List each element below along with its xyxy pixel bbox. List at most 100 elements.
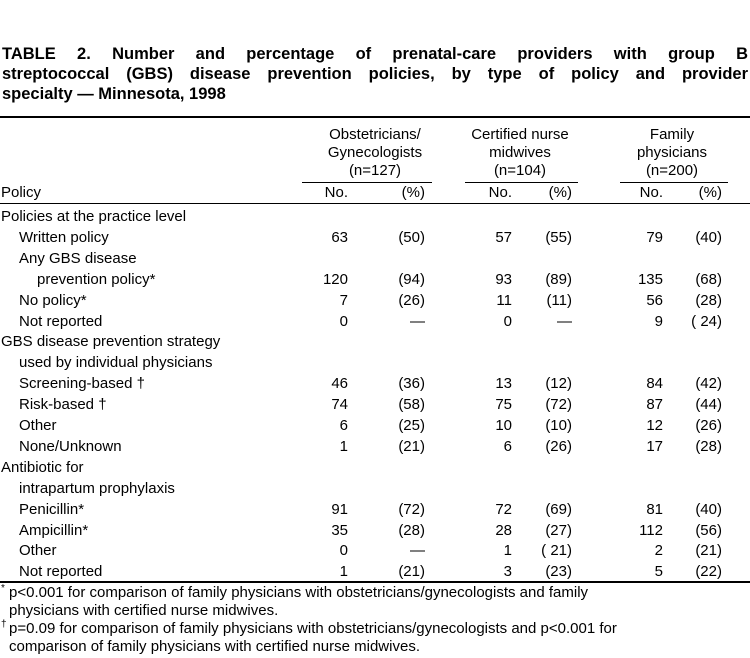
cell: 84 bbox=[646, 375, 663, 393]
cell: 46 bbox=[331, 375, 348, 393]
row-label: Written policy bbox=[19, 228, 109, 246]
footnote-line: physicians with certified nurse midwives… bbox=[9, 602, 279, 619]
row-label: Penicillin* bbox=[19, 500, 85, 518]
cell: (40) bbox=[695, 500, 722, 518]
cell: ( 24) bbox=[691, 312, 722, 330]
row-label: Screening-based † bbox=[19, 375, 145, 393]
cell: (25) bbox=[398, 417, 425, 434]
section-label: GBS disease prevention strategy bbox=[1, 333, 221, 351]
cell: — bbox=[410, 312, 425, 330]
cell: (68) bbox=[695, 270, 722, 288]
cell: (28) bbox=[695, 437, 722, 455]
cell: (50) bbox=[398, 228, 425, 246]
cell: (12) bbox=[545, 375, 572, 393]
column-group-header: physicians bbox=[636, 144, 708, 161]
footnote-line: p=0.09 for comparison of family physicia… bbox=[9, 620, 617, 637]
cell: 56 bbox=[646, 291, 663, 309]
cell: (58) bbox=[398, 396, 425, 414]
section-label: intrapartum prophylaxis bbox=[19, 479, 175, 497]
column-header: No. bbox=[639, 184, 663, 201]
cell: (40) bbox=[695, 228, 722, 246]
group-underline bbox=[465, 182, 578, 183]
cell: — bbox=[410, 542, 425, 560]
cell: (26) bbox=[545, 437, 572, 455]
cell: 5 bbox=[654, 563, 663, 581]
column-group-header: midwives bbox=[489, 144, 551, 161]
cell: 91 bbox=[331, 500, 348, 518]
column-group-header: Family bbox=[649, 126, 695, 143]
cell: 9 bbox=[654, 312, 663, 330]
group-underline bbox=[620, 182, 728, 183]
cell: 93 bbox=[495, 270, 512, 288]
section-label: Policies at the practice level bbox=[1, 208, 187, 225]
column-group-header: (n=127) bbox=[348, 162, 402, 179]
column-group-header: (n=200) bbox=[645, 162, 699, 179]
cell: ( 21) bbox=[541, 542, 572, 560]
cell: 10 bbox=[495, 417, 512, 434]
cell: (69) bbox=[545, 500, 572, 518]
row-label: prevention policy* bbox=[37, 270, 156, 288]
column-group-header: Obstetricians/ bbox=[329, 126, 421, 143]
cell: (72) bbox=[398, 500, 425, 518]
row-label: None/Unknown bbox=[19, 437, 122, 455]
cell: (28) bbox=[398, 521, 425, 539]
cell: 75 bbox=[495, 396, 512, 414]
cell: 1 bbox=[503, 542, 512, 560]
cell: (72) bbox=[545, 396, 572, 414]
cell: 79 bbox=[646, 228, 663, 246]
cell: (89) bbox=[545, 270, 572, 288]
cell: (42) bbox=[695, 375, 722, 393]
rule bbox=[0, 581, 750, 583]
cell: 1 bbox=[339, 563, 348, 581]
cell: 135 bbox=[637, 270, 663, 288]
cell: (11) bbox=[546, 291, 572, 309]
section-label: Antibiotic for bbox=[1, 458, 84, 476]
row-label: Risk-based † bbox=[19, 396, 107, 414]
cell: 17 bbox=[646, 437, 663, 455]
footnote-line: p<0.001 for comparison of family physici… bbox=[9, 584, 589, 601]
cell: (26) bbox=[695, 417, 722, 434]
cell: (21) bbox=[398, 437, 425, 455]
rule bbox=[0, 203, 750, 204]
cell: 13 bbox=[495, 375, 512, 393]
cell: (22) bbox=[695, 563, 722, 581]
title-line: specialty — Minnesota, 1998 bbox=[2, 85, 226, 103]
cell: 72 bbox=[495, 500, 512, 518]
cell: 57 bbox=[495, 228, 512, 246]
cell: (28) bbox=[695, 291, 722, 309]
cell: (10) bbox=[545, 417, 572, 434]
group-underline bbox=[302, 182, 432, 183]
column-header: No. bbox=[324, 184, 348, 201]
cell: 81 bbox=[646, 500, 663, 518]
column-group-header: Gynecologists bbox=[327, 144, 423, 161]
cell: 6 bbox=[503, 437, 512, 455]
title-line: streptococcal (GBS) disease prevention p… bbox=[2, 65, 748, 83]
footnote-line: comparison of family physicians with cer… bbox=[9, 638, 420, 655]
row-label: Not reported bbox=[19, 312, 103, 330]
stub-header: Policy bbox=[1, 184, 42, 201]
cell: 7 bbox=[339, 291, 348, 309]
cell: 35 bbox=[331, 521, 348, 539]
cell: 74 bbox=[331, 396, 348, 414]
column-header: (%) bbox=[401, 184, 425, 201]
cell: (21) bbox=[398, 563, 425, 581]
rule bbox=[0, 116, 750, 118]
row-label: Ampicillin* bbox=[19, 521, 89, 539]
cell: 11 bbox=[496, 291, 512, 309]
cell: 0 bbox=[503, 312, 512, 330]
title-line: TABLE 2. Number and percentage of prenat… bbox=[2, 45, 748, 63]
cell: (44) bbox=[695, 396, 722, 414]
cell: (27) bbox=[545, 521, 572, 539]
column-header: No. bbox=[488, 184, 512, 201]
cell: 3 bbox=[503, 563, 512, 581]
cell: 120 bbox=[322, 270, 348, 288]
cell: 6 bbox=[339, 417, 348, 434]
column-header: (%) bbox=[698, 184, 722, 201]
row-label: Other bbox=[19, 542, 57, 560]
section-label: used by individual physicians bbox=[19, 354, 213, 372]
cell: 12 bbox=[646, 417, 663, 434]
row-label: Not reported bbox=[19, 563, 103, 581]
cell: (56) bbox=[695, 521, 722, 539]
column-group-header: Certified nurse bbox=[471, 126, 569, 143]
